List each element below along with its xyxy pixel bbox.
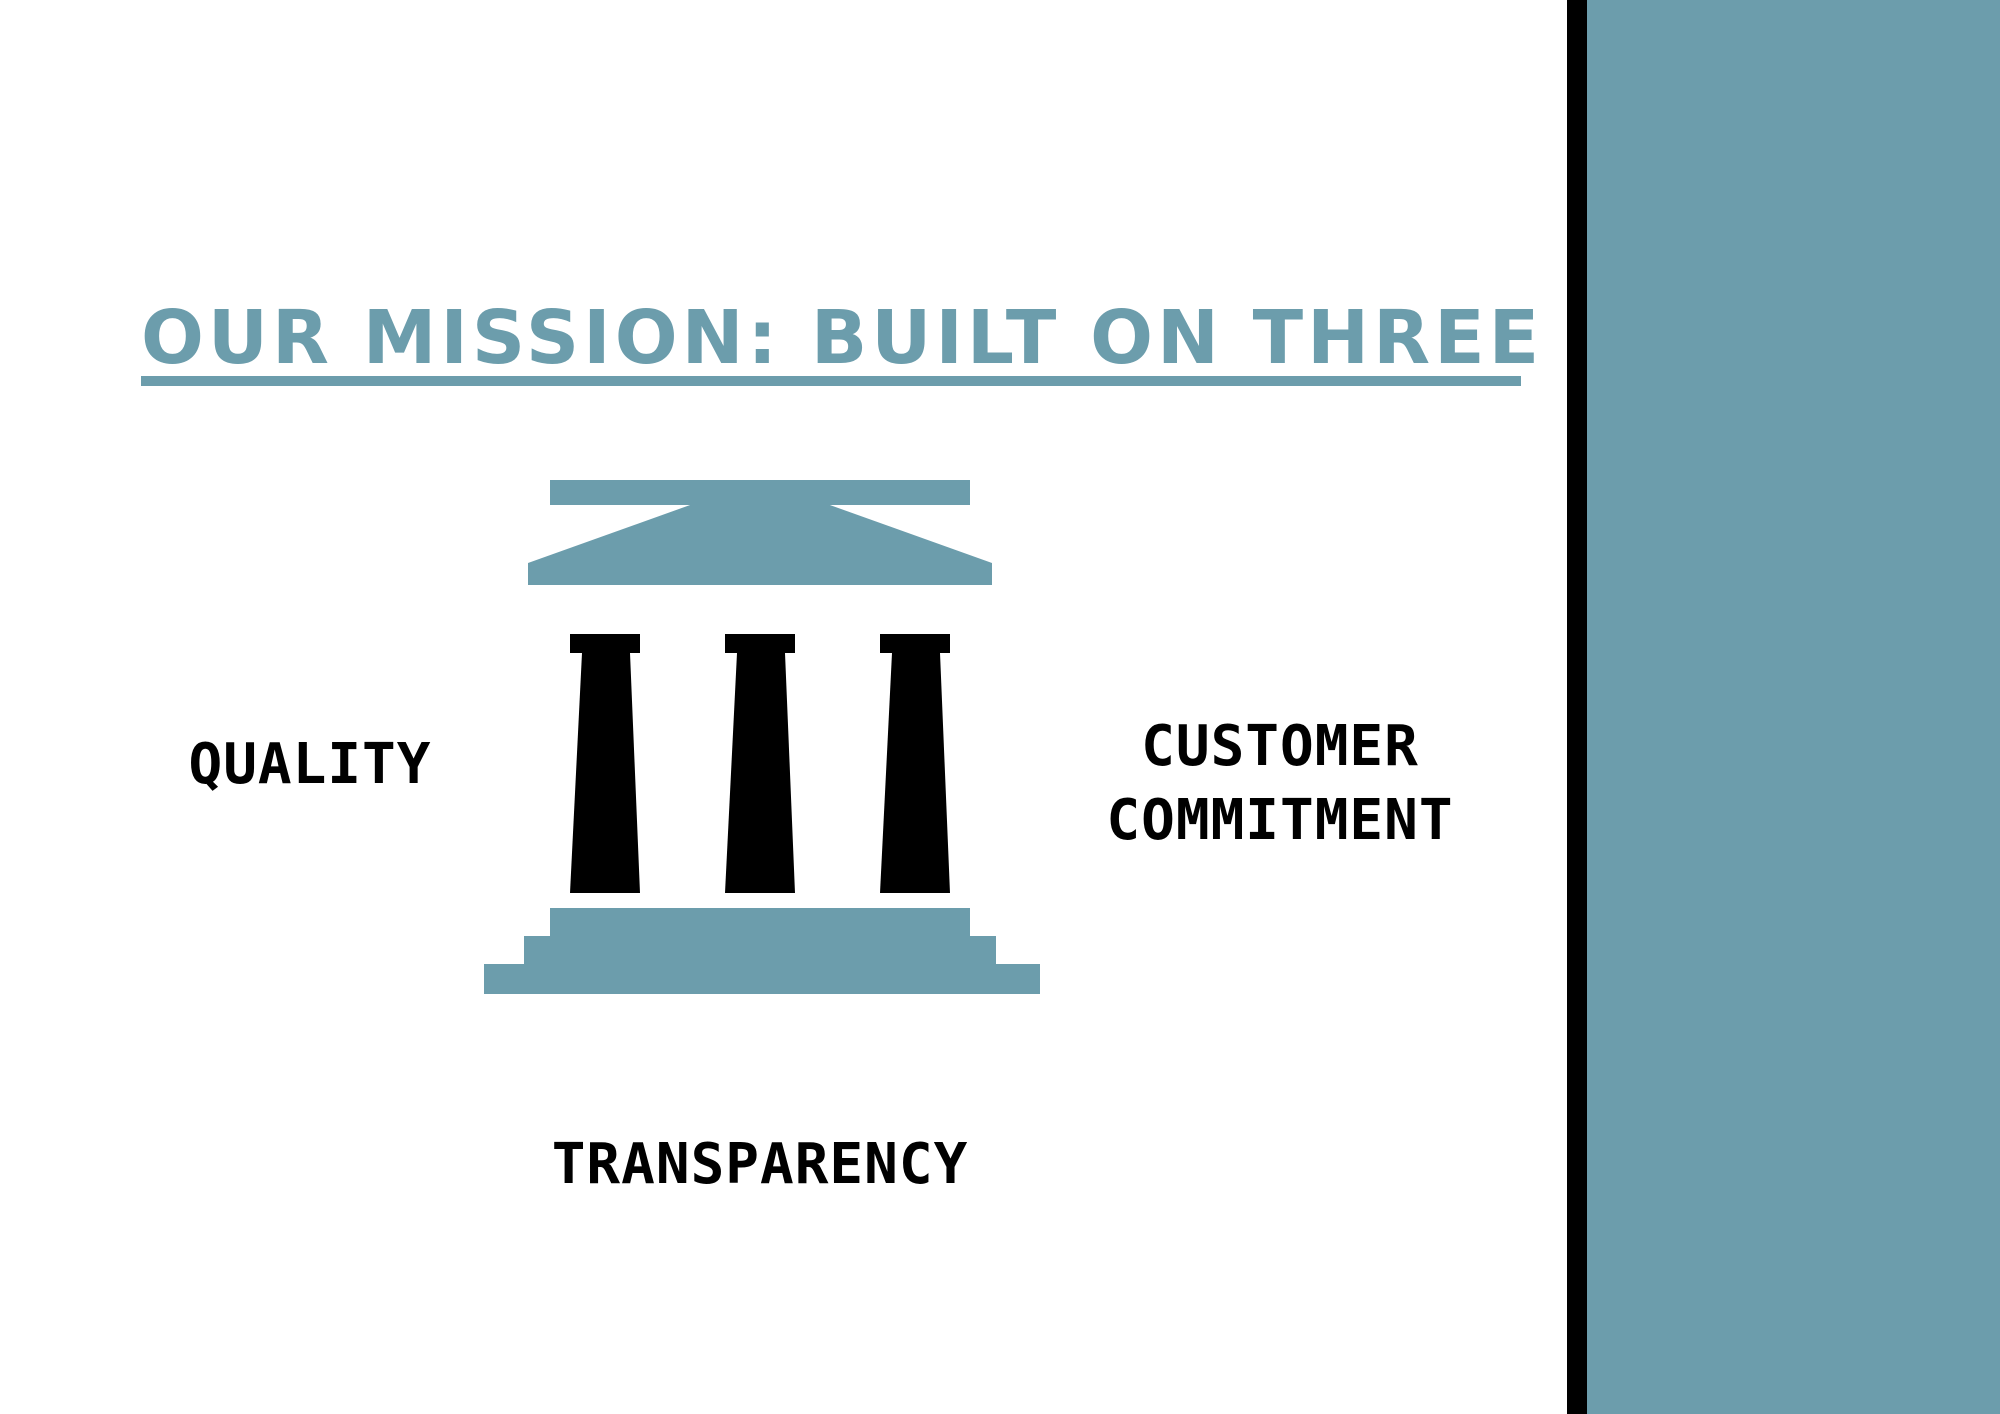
temple-column-2: [725, 634, 795, 893]
pillar-label-quality: QUALITY: [188, 732, 432, 797]
pillar-label-transparency: TRANSPARENCY: [551, 1132, 969, 1197]
page-title: OUR MISSION: BUILT ON THREE PILLARS: [141, 296, 1941, 386]
temple-column-1: [570, 634, 640, 893]
pillar-label-customer-commitment: CUSTOMER COMMITMENT: [1040, 710, 1520, 858]
greek-temple-icon: [484, 480, 1040, 994]
temple-architrave: [550, 480, 970, 505]
pillar-label-line: COMMITMENT: [1106, 788, 1454, 853]
side-divider: [1567, 0, 1587, 1414]
temple-base-step-1: [550, 908, 970, 938]
side-panel: [1587, 0, 2000, 1414]
temple-roof: [528, 480, 992, 585]
temple-column-3: [880, 634, 950, 893]
temple-base-step-3: [484, 964, 1040, 994]
temple-base-step-2: [524, 936, 996, 966]
pillar-label-line: CUSTOMER: [1141, 714, 1419, 779]
